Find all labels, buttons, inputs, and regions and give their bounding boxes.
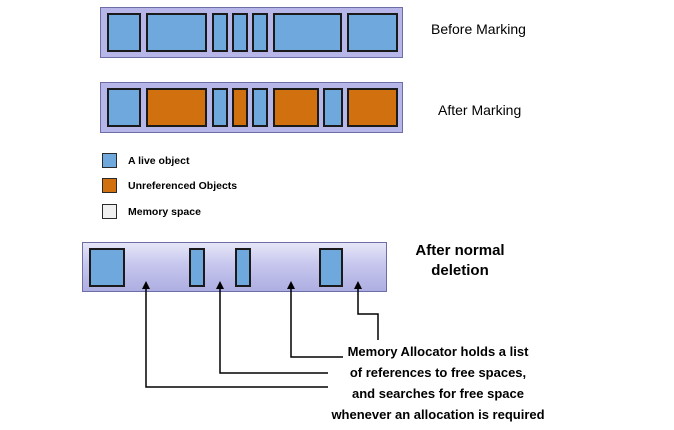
allocator-note-line4: whenever an allocation is required	[331, 407, 545, 422]
legend-live-swatch	[102, 153, 117, 168]
live-object-block	[212, 88, 228, 127]
heap-after-marking	[100, 82, 403, 133]
live-object-block	[232, 13, 248, 52]
live-object-block	[347, 13, 398, 52]
pointer-line-free-space-2	[216, 281, 328, 374]
heap-after-deletion	[82, 242, 387, 292]
after-deletion-title: After normal deletion	[400, 241, 520, 281]
live-object-block	[89, 248, 125, 287]
pointer-line-free-space-4	[354, 281, 379, 340]
before-marking-label: Before Marking	[431, 21, 526, 37]
live-object-block	[323, 88, 343, 127]
allocator-note-line1: Memory Allocator holds a list	[347, 344, 529, 359]
allocator-note-line3: and searches for free space	[352, 386, 524, 401]
live-object-block	[189, 248, 205, 287]
allocator-note-line2: of references to free spaces,	[349, 365, 527, 380]
pointer-line-free-space-1	[142, 281, 328, 388]
legend-live-label: A live object	[128, 155, 190, 167]
legend-memory-space-label: Memory space	[128, 206, 201, 218]
live-object-block	[252, 88, 268, 127]
live-object-block	[107, 88, 141, 127]
unreferenced-object-block	[347, 88, 398, 127]
heap-before-marking	[100, 7, 403, 58]
pointer-line-free-space-3	[287, 281, 343, 358]
allocator-note: Memory Allocator holds a list of referen…	[308, 341, 568, 425]
after-marking-label: After Marking	[438, 102, 522, 118]
legend-memory-space-swatch	[102, 204, 117, 219]
live-object-block	[235, 248, 251, 287]
after-deletion-title-line2: deletion	[431, 262, 489, 279]
legend-unreferenced-swatch	[102, 178, 117, 193]
live-object-block	[107, 13, 141, 52]
unreferenced-object-block	[273, 88, 319, 127]
unreferenced-object-block	[146, 88, 207, 127]
unreferenced-object-block	[232, 88, 248, 127]
live-object-block	[252, 13, 268, 52]
live-object-block	[319, 248, 343, 287]
after-deletion-title-line1: After normal	[415, 242, 505, 259]
live-object-block	[146, 13, 207, 52]
live-object-block	[212, 13, 228, 52]
legend-unreferenced-label: Unreferenced Objects	[128, 180, 238, 192]
live-object-block	[273, 13, 342, 52]
